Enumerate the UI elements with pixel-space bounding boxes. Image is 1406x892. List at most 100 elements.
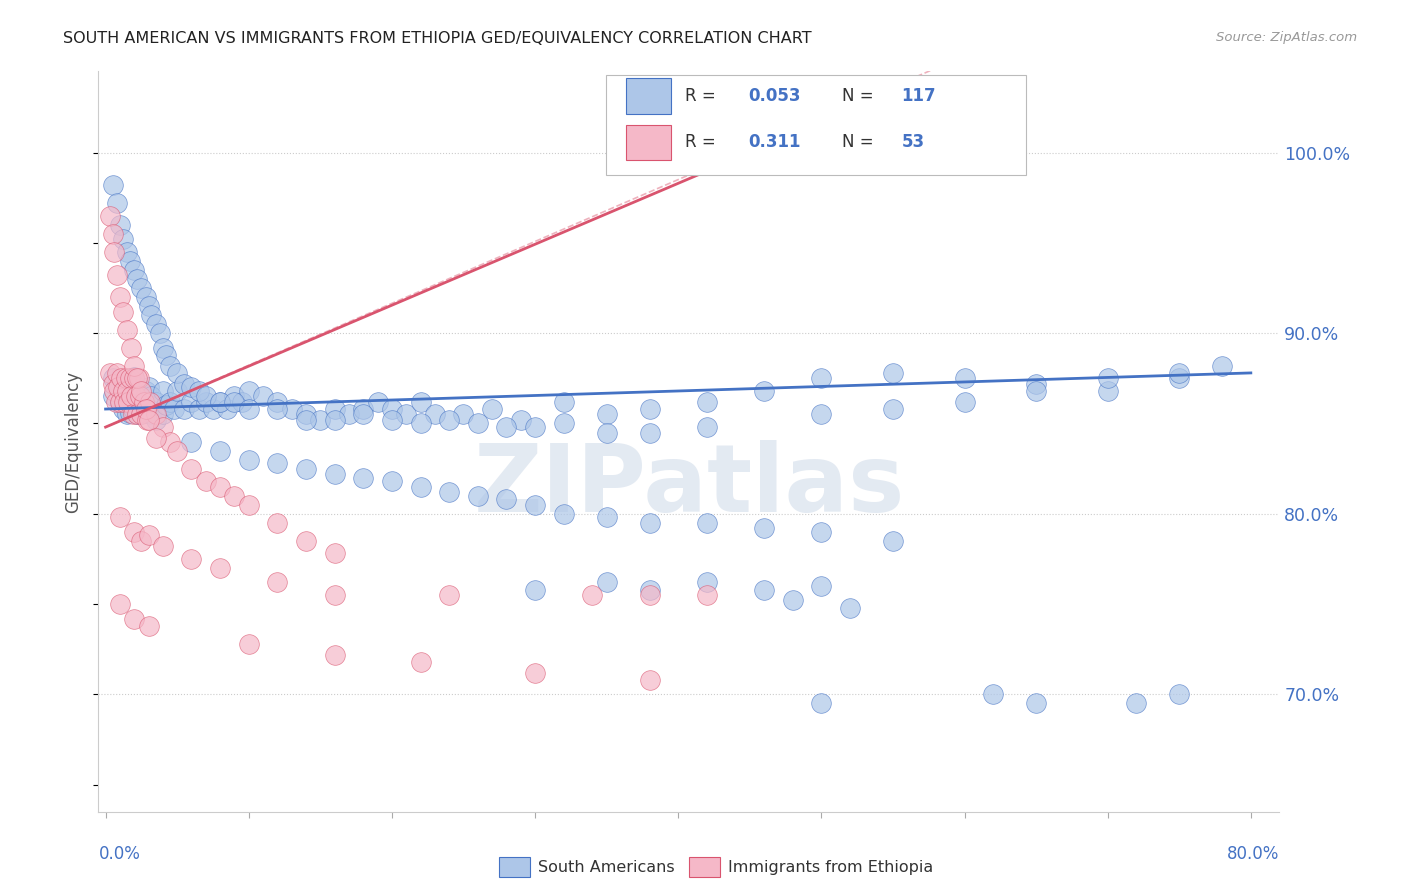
Point <box>101 376 124 391</box>
Point <box>295 408 318 422</box>
Point <box>553 417 575 431</box>
Point <box>467 417 489 431</box>
Point <box>122 263 145 277</box>
Text: R =: R = <box>685 87 727 105</box>
Point <box>101 389 124 403</box>
Point <box>145 394 167 409</box>
Point <box>111 232 134 246</box>
Point <box>1211 359 1233 373</box>
Point <box>381 402 404 417</box>
Point <box>145 431 167 445</box>
Point <box>128 371 150 385</box>
Point <box>553 394 575 409</box>
Point <box>266 516 288 530</box>
Point <box>409 394 432 409</box>
Point <box>103 384 125 398</box>
Point <box>696 575 718 590</box>
Point <box>524 665 547 680</box>
Point <box>194 475 217 489</box>
Point <box>323 413 346 427</box>
Point <box>120 389 142 403</box>
Point <box>108 394 131 409</box>
Point <box>352 470 374 484</box>
Point <box>107 380 129 394</box>
Point <box>295 413 318 427</box>
Point <box>115 378 138 392</box>
Point <box>173 402 195 417</box>
Point <box>118 254 141 268</box>
Point <box>125 408 148 422</box>
Point <box>122 371 145 385</box>
Point <box>122 394 145 409</box>
Point <box>524 582 547 597</box>
Point <box>209 443 232 458</box>
Point <box>638 673 661 687</box>
Point <box>224 394 246 409</box>
Point <box>131 281 153 295</box>
Point <box>323 588 346 602</box>
Point <box>381 475 404 489</box>
Point <box>141 389 163 403</box>
Text: South Americans: South Americans <box>538 860 675 874</box>
Point <box>352 408 374 422</box>
Point <box>495 492 517 507</box>
Point <box>323 547 346 561</box>
Point <box>159 434 181 449</box>
Point <box>111 402 134 417</box>
Point <box>122 524 145 539</box>
Point <box>115 394 138 409</box>
Point <box>135 406 157 420</box>
Point <box>553 507 575 521</box>
Point <box>134 394 156 409</box>
Point <box>437 485 460 500</box>
Point <box>638 582 661 597</box>
Point <box>266 575 288 590</box>
Point <box>112 394 135 409</box>
Point <box>114 371 136 385</box>
Point <box>1168 366 1191 380</box>
Point <box>194 394 217 409</box>
Point <box>125 371 148 385</box>
Point <box>115 384 138 398</box>
Point <box>108 380 131 394</box>
Point <box>105 196 128 211</box>
Point <box>120 341 142 355</box>
Point <box>280 402 302 417</box>
Point <box>638 425 661 440</box>
Point <box>101 227 124 241</box>
Point <box>696 516 718 530</box>
Point <box>138 299 160 313</box>
Point <box>145 408 167 422</box>
Point <box>105 268 128 283</box>
Point <box>323 648 346 662</box>
Point <box>180 552 202 566</box>
Point <box>752 521 775 535</box>
Point <box>105 376 128 391</box>
Point <box>125 380 148 394</box>
Point <box>367 394 389 409</box>
Point <box>266 456 288 470</box>
Point <box>138 528 160 542</box>
Point <box>752 384 775 398</box>
Point <box>159 359 181 373</box>
Text: Immigrants from Ethiopia: Immigrants from Ethiopia <box>728 860 934 874</box>
Point <box>152 384 174 398</box>
Point <box>201 402 224 417</box>
Point <box>152 341 174 355</box>
Point <box>115 244 138 259</box>
Point <box>423 408 446 422</box>
Point <box>238 637 260 651</box>
Point <box>138 380 160 394</box>
Point <box>135 290 157 304</box>
Point <box>131 384 153 398</box>
Point <box>152 420 174 434</box>
Point <box>121 384 143 398</box>
Point <box>115 408 138 422</box>
Point <box>595 408 617 422</box>
Point <box>152 408 174 422</box>
Point <box>638 588 661 602</box>
Point <box>117 394 139 409</box>
Point <box>495 420 517 434</box>
Point <box>395 408 418 422</box>
Point <box>238 498 260 512</box>
